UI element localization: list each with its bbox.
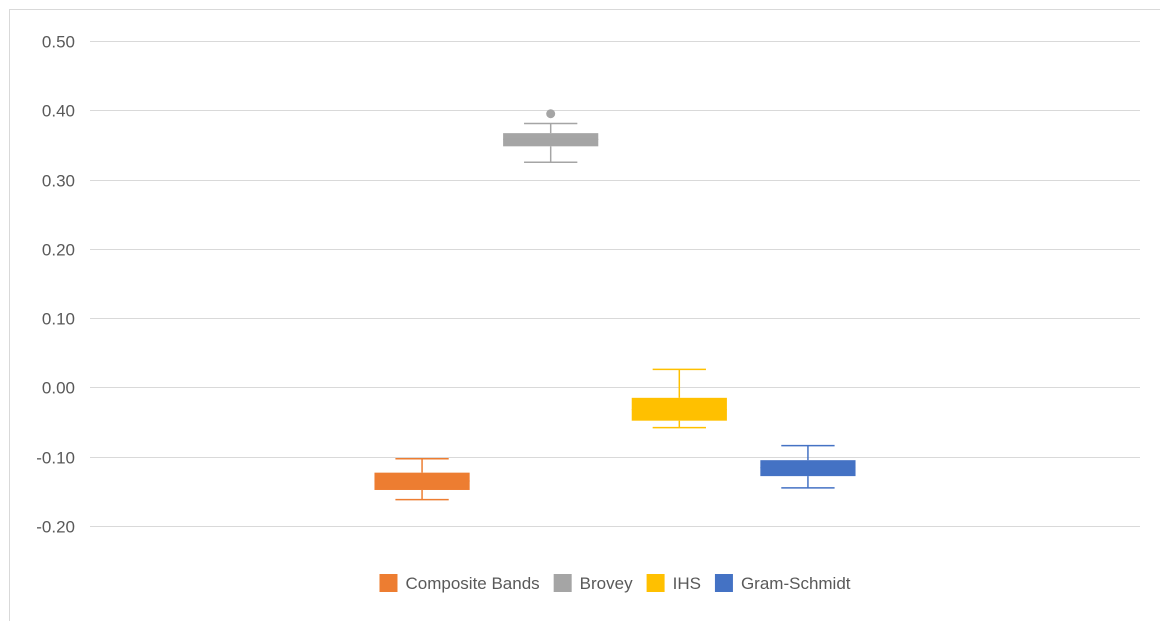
y-tick-label: 0.50 xyxy=(42,33,75,52)
y-tick-label: 0.00 xyxy=(42,379,75,398)
legend: Composite Bands Brovey IHS Gram-Schmidt xyxy=(379,574,851,593)
legend-item: Brovey xyxy=(553,574,633,593)
box-gram-schmidt xyxy=(760,444,856,489)
legend-swatch xyxy=(379,574,398,592)
outlier-point xyxy=(546,109,556,119)
legend-label: Gram-Schmidt xyxy=(741,574,851,593)
y-tick-label: -0.10 xyxy=(36,449,75,468)
box-series xyxy=(374,109,856,501)
legend-swatch xyxy=(714,574,733,592)
legend-swatch xyxy=(646,574,665,592)
box-ihs xyxy=(631,368,727,429)
y-axis: 0.50 0.40 0.30 0.20 0.10 0.00 -0.10 -0.20 xyxy=(36,33,75,537)
box-brovey xyxy=(503,109,599,163)
legend-label: IHS xyxy=(673,574,701,593)
y-tick-label: 0.30 xyxy=(42,172,75,191)
legend-label: Composite Bands xyxy=(405,574,539,593)
legend-item: Composite Bands xyxy=(379,574,540,593)
y-tick-label: 0.20 xyxy=(42,241,75,260)
y-tick-label: 0.10 xyxy=(42,310,75,329)
legend-label: Brovey xyxy=(580,574,633,593)
gridlines xyxy=(90,41,1140,527)
legend-swatch xyxy=(553,574,572,592)
y-tick-label: -0.20 xyxy=(36,518,75,537)
box-composite-bands xyxy=(374,458,470,501)
legend-item: Gram-Schmidt xyxy=(714,574,851,593)
legend-item: IHS xyxy=(646,574,701,593)
y-tick-label: 0.40 xyxy=(42,102,75,121)
